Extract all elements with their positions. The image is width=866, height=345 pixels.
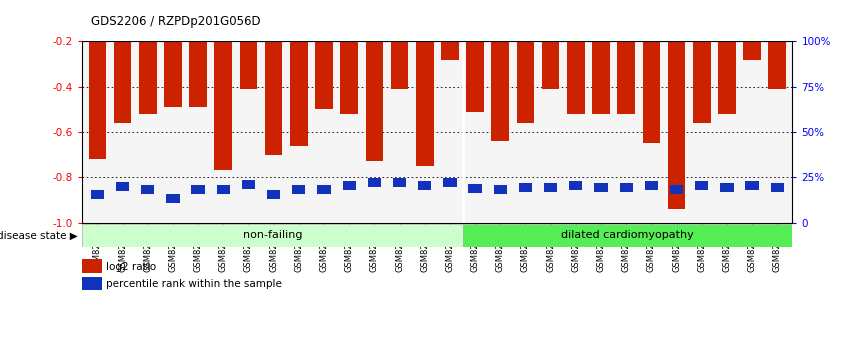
Bar bbox=[494, 185, 507, 194]
Bar bbox=[368, 178, 381, 187]
Text: percentile rank within the sample: percentile rank within the sample bbox=[107, 279, 282, 289]
Bar bbox=[542, 41, 559, 89]
Bar bbox=[617, 41, 635, 114]
Bar bbox=[365, 41, 383, 161]
Bar bbox=[567, 41, 585, 114]
Bar bbox=[416, 41, 434, 166]
Bar bbox=[695, 181, 708, 190]
Bar bbox=[443, 178, 456, 187]
Bar bbox=[242, 179, 255, 189]
Bar bbox=[569, 181, 583, 190]
Bar bbox=[265, 41, 282, 155]
Bar bbox=[88, 41, 107, 159]
Bar bbox=[191, 185, 204, 194]
Bar bbox=[743, 41, 761, 59]
Bar bbox=[544, 183, 557, 192]
Bar bbox=[391, 41, 409, 89]
Bar bbox=[771, 183, 784, 192]
Bar bbox=[343, 181, 356, 190]
Bar bbox=[592, 41, 610, 114]
Bar bbox=[141, 185, 154, 194]
Bar bbox=[91, 190, 104, 199]
Bar bbox=[216, 185, 229, 194]
Text: dilated cardiomyopathy: dilated cardiomyopathy bbox=[561, 230, 694, 240]
Text: disease state ▶: disease state ▶ bbox=[0, 230, 78, 240]
Text: non-failing: non-failing bbox=[242, 230, 302, 240]
Bar bbox=[292, 185, 306, 194]
Bar bbox=[82, 277, 102, 290]
Bar bbox=[215, 41, 232, 170]
Bar bbox=[466, 41, 484, 111]
Bar bbox=[668, 41, 685, 209]
Bar bbox=[166, 194, 179, 203]
Bar bbox=[116, 182, 129, 191]
Bar bbox=[340, 41, 358, 114]
Bar bbox=[139, 41, 157, 114]
Text: GDS2206 / RZPDp201G056D: GDS2206 / RZPDp201G056D bbox=[91, 14, 261, 28]
Bar bbox=[82, 259, 102, 273]
Bar bbox=[113, 41, 132, 123]
Bar bbox=[517, 41, 534, 123]
Bar bbox=[645, 181, 658, 190]
Bar bbox=[441, 41, 459, 59]
Bar bbox=[643, 41, 660, 143]
Bar bbox=[693, 41, 710, 123]
Bar bbox=[165, 41, 182, 107]
Bar bbox=[290, 41, 307, 146]
Text: log2 ratio: log2 ratio bbox=[107, 262, 156, 272]
Bar bbox=[492, 41, 509, 141]
Bar bbox=[594, 183, 608, 192]
Bar bbox=[619, 183, 633, 192]
Bar bbox=[393, 178, 406, 187]
Bar bbox=[82, 224, 462, 247]
Bar bbox=[670, 185, 683, 194]
Bar bbox=[718, 41, 736, 114]
Bar bbox=[721, 183, 734, 192]
Bar bbox=[240, 41, 257, 89]
Bar bbox=[267, 190, 281, 199]
Bar bbox=[768, 41, 786, 89]
Bar bbox=[315, 41, 333, 109]
Bar bbox=[462, 224, 792, 247]
Bar bbox=[469, 184, 481, 193]
Bar bbox=[318, 185, 331, 194]
Bar bbox=[190, 41, 207, 107]
Bar bbox=[746, 181, 759, 190]
Bar bbox=[519, 183, 532, 192]
Bar bbox=[418, 181, 431, 190]
